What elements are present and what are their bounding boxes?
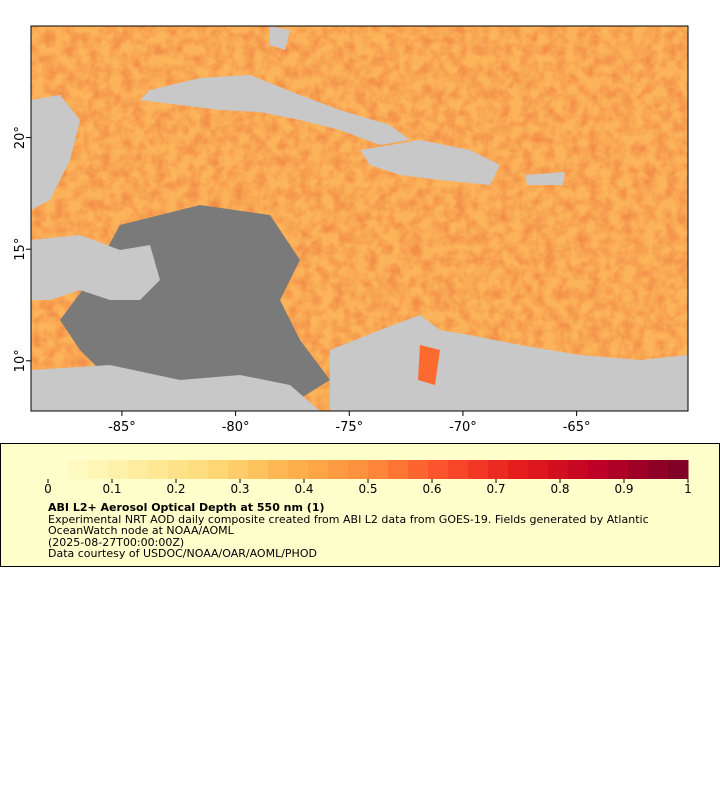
x-tick-label: -80° bbox=[222, 420, 250, 435]
colorbar-segment bbox=[408, 460, 429, 479]
colorbar-segment bbox=[128, 460, 149, 479]
x-tick-label: -65° bbox=[563, 420, 591, 435]
colorbar-segment bbox=[148, 460, 169, 479]
colorbar-segment bbox=[68, 460, 89, 479]
colorbar-segment bbox=[428, 460, 449, 479]
colorbar: 0 0.1 0.2 0.3 0.4 0.5 0.6 0.7 0.8 0.9 1 bbox=[44, 460, 692, 496]
colorbar-tick-label: 0.6 bbox=[422, 482, 441, 496]
legend-line: OceanWatch node at NOAA/AOML bbox=[48, 524, 235, 537]
colorbar-segment bbox=[108, 460, 129, 479]
y-tick-label: 20° bbox=[13, 126, 28, 149]
colorbar-segment bbox=[508, 460, 529, 479]
colorbar-tick-label: 1 bbox=[684, 482, 692, 496]
colorbar-segment bbox=[268, 460, 289, 479]
colorbar-tick-label: 0 bbox=[44, 482, 52, 496]
colorbar-tick-label: 0.4 bbox=[294, 482, 313, 496]
colorbar-segment bbox=[368, 460, 389, 479]
y-tick-label: 10° bbox=[13, 349, 28, 372]
colorbar-tick-label: 0.2 bbox=[166, 482, 185, 496]
colorbar-segment bbox=[168, 460, 189, 479]
colorbar-segment bbox=[228, 460, 249, 479]
x-tick-label: -70° bbox=[449, 420, 477, 435]
legend-title: ABI L2+ Aerosol Optical Depth at 550 nm … bbox=[48, 501, 325, 514]
colorbar-segment bbox=[188, 460, 209, 479]
colorbar-segment bbox=[608, 460, 629, 479]
colorbar-segment bbox=[668, 460, 689, 479]
legend-line: Data courtesy of USDOC/NOAA/OAR/AOML/PHO… bbox=[48, 547, 317, 560]
map-image bbox=[31, 26, 688, 411]
colorbar-segment bbox=[488, 460, 509, 479]
colorbar-tick-label: 0.1 bbox=[102, 482, 121, 496]
colorbar-segment bbox=[548, 460, 569, 479]
x-tick-label: -75° bbox=[335, 420, 363, 435]
colorbar-segment bbox=[208, 460, 229, 479]
legend-line: (2025-08-27T00:00:00Z) bbox=[48, 536, 184, 549]
colorbar-segment bbox=[588, 460, 609, 479]
colorbar-segment bbox=[248, 460, 269, 479]
map-frame bbox=[30, 25, 689, 412]
y-tick-label: 15° bbox=[13, 238, 28, 261]
colorbar-segment bbox=[308, 460, 329, 479]
colorbar-segment bbox=[348, 460, 369, 479]
colorbar-segment bbox=[88, 460, 109, 479]
colorbar-tick-label: 0.5 bbox=[358, 482, 377, 496]
colorbar-segment bbox=[468, 460, 489, 479]
colorbar-segment bbox=[448, 460, 469, 479]
colorbar-tick-label: 0.8 bbox=[550, 482, 569, 496]
colorbar-segment bbox=[48, 460, 69, 479]
legend-line: Experimental NRT AOD daily composite cre… bbox=[48, 513, 649, 526]
colorbar-segment bbox=[388, 460, 409, 479]
colorbar-segment bbox=[628, 460, 649, 479]
colorbar-segment bbox=[648, 460, 669, 479]
x-tick-label: -85° bbox=[108, 420, 136, 435]
colorbar-segment bbox=[568, 460, 589, 479]
axes: -85° -80° -75° -70° -65° 10° 15° 20° bbox=[13, 126, 590, 435]
colorbar-tick-label: 0.9 bbox=[614, 482, 633, 496]
colorbar-segment bbox=[288, 460, 309, 479]
colorbar-segment bbox=[528, 460, 549, 479]
colorbar-segment bbox=[328, 460, 349, 479]
colorbar-tick-label: 0.7 bbox=[486, 482, 505, 496]
colorbar-tick-label: 0.3 bbox=[230, 482, 249, 496]
